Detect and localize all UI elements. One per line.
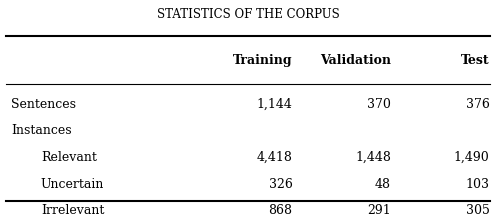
Text: STATISTICS OF THE CORPUS: STATISTICS OF THE CORPUS <box>157 8 339 20</box>
Text: Uncertain: Uncertain <box>41 178 104 191</box>
Text: 370: 370 <box>367 98 391 111</box>
Text: Sentences: Sentences <box>11 98 76 111</box>
Text: 48: 48 <box>375 178 391 191</box>
Text: 4,418: 4,418 <box>256 151 292 164</box>
Text: Validation: Validation <box>320 54 391 67</box>
Text: 326: 326 <box>268 178 292 191</box>
Text: 376: 376 <box>466 98 490 111</box>
Text: 1,448: 1,448 <box>355 151 391 164</box>
Text: 305: 305 <box>466 204 490 217</box>
Text: 1,490: 1,490 <box>454 151 490 164</box>
Text: 1,144: 1,144 <box>256 98 292 111</box>
Text: 103: 103 <box>466 178 490 191</box>
Text: Relevant: Relevant <box>41 151 97 164</box>
Text: Instances: Instances <box>11 124 72 137</box>
Text: Irrelevant: Irrelevant <box>41 204 104 217</box>
Text: Training: Training <box>233 54 292 67</box>
Text: 868: 868 <box>268 204 292 217</box>
Text: Test: Test <box>461 54 490 67</box>
Text: 291: 291 <box>367 204 391 217</box>
